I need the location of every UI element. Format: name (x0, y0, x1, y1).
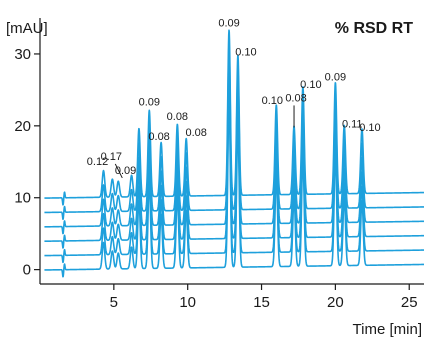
y-tick-label: 30 (14, 46, 31, 63)
peak-rsd-label: 0.09 (139, 96, 160, 108)
x-tick-label: 10 (179, 294, 196, 311)
peak-rsd-label: 0.12 (87, 156, 108, 168)
y-tick-label: 10 (14, 190, 31, 207)
peak-rsd-label: 0.10 (235, 47, 256, 59)
peak-leader-line (114, 163, 123, 179)
peak-rsd-label: 0.10 (359, 122, 380, 134)
peak-rsd-label: 0.09 (325, 71, 346, 83)
y-ticks: 0 10 20 30 (14, 46, 40, 279)
y-tick-label: 0 (23, 262, 31, 279)
peak-rsd-label: 0.11 (342, 118, 363, 130)
axes (39, 18, 424, 285)
peak-rsd-label: 0.08 (285, 92, 306, 104)
peak-labels: 0.120.17 0.09 0.09 0.08 0.08 0.08 0.09 0.10 0.10… (87, 17, 381, 179)
x-tick-label: 5 (110, 294, 118, 311)
x-tick-label: 20 (327, 294, 344, 311)
peak-rsd-label: 0.09 (218, 17, 239, 29)
replicate-trace (43, 29, 425, 206)
x-ticks: 5 10 15 20 25 (110, 284, 418, 311)
peak-rsd-label: 0.08 (186, 127, 207, 139)
y-tick-label: 20 (14, 118, 31, 135)
peak-rsd-label: 0.17 (101, 151, 122, 163)
x-tick-label: 15 (253, 294, 270, 311)
peak-rsd-label: 0.10 (262, 95, 283, 107)
y-axis-label: [mAU] (6, 20, 48, 37)
peak-rsd-label: 0.08 (148, 131, 169, 143)
replicate-traces (43, 29, 425, 278)
chart-title: % RSD RT (335, 20, 413, 37)
peak-rsd-label: 0.10 (300, 79, 321, 91)
x-tick-label: 25 (401, 294, 418, 311)
peak-rsd-label: 0.09 (115, 165, 136, 177)
peak-rsd-label: 0.08 (167, 111, 188, 123)
x-axis-label: Time [min] (353, 321, 422, 338)
